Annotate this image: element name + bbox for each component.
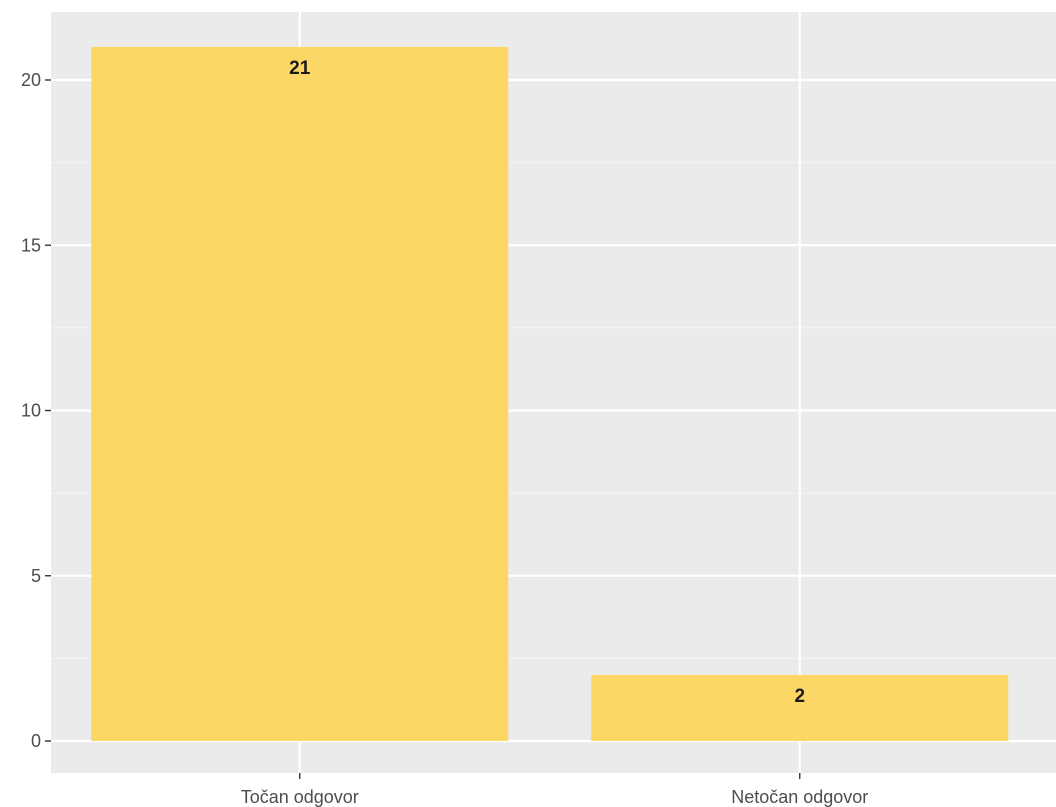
y-tick-label: 5: [31, 566, 41, 586]
y-tick-label: 0: [31, 731, 41, 751]
bar-value-label: 2: [794, 686, 805, 707]
bars: [91, 46, 1009, 741]
y-axis: 0 5 10 15 20: [21, 70, 51, 751]
x-tick-label: Netočan odgovor: [731, 787, 868, 807]
y-tick-label: 15: [21, 235, 41, 255]
bar: [591, 674, 1009, 741]
bar: [91, 46, 509, 741]
bar-value-label: 21: [289, 58, 311, 79]
x-axis: Točan odgovor Netočan odgovor: [241, 773, 868, 807]
y-tick-label: 20: [21, 70, 41, 90]
x-tick-label: Točan odgovor: [241, 787, 359, 807]
data-labels: 21 2: [289, 58, 805, 707]
y-tick-label: 10: [21, 401, 41, 421]
